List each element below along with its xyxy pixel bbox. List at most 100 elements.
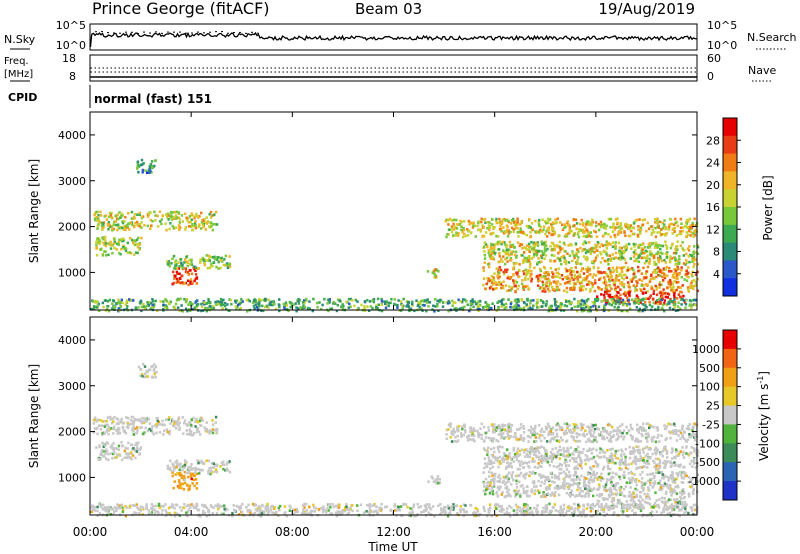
echo-cell: [669, 297, 672, 301]
echo-cell: [540, 445, 543, 448]
echo-cell: [124, 452, 128, 455]
echo-cell: [580, 459, 583, 463]
echo-cell: [565, 304, 569, 308]
echo-cell: [217, 302, 220, 306]
echo-cell: [590, 472, 593, 476]
echo-cell: [147, 169, 150, 173]
echo-cell: [109, 418, 112, 421]
echo-cell: [116, 453, 119, 456]
echo-cell: [488, 253, 491, 257]
echo-cell: [258, 298, 261, 301]
echo-cell: [648, 426, 651, 430]
echo-cell: [581, 288, 585, 292]
date-label: 19/Aug/2019: [598, 0, 695, 18]
nsearch-dot: [227, 32, 229, 34]
echo-cell: [648, 300, 651, 304]
nsearch-dot: [203, 32, 205, 34]
echo-cell: [215, 468, 218, 471]
echo-cell: [565, 464, 568, 467]
echo-cell: [614, 241, 617, 244]
echo-cell: [692, 426, 695, 429]
echo-cell: [354, 298, 357, 302]
echo-cell: [662, 224, 666, 228]
echo-cell: [539, 459, 543, 463]
echo-cell: [166, 430, 169, 434]
echo-cell: [620, 284, 624, 287]
echo-cell: [464, 431, 467, 434]
echo-cell: [246, 310, 249, 313]
echo-cell: [576, 445, 580, 449]
echo-cell: [679, 431, 683, 435]
echo-cell: [693, 279, 696, 282]
echo-cell: [155, 370, 158, 374]
echo-cell: [558, 240, 562, 244]
echo-cell: [631, 427, 634, 431]
echo-cell: [193, 420, 197, 424]
echo-cell: [205, 309, 208, 313]
echo-cell: [109, 415, 112, 419]
echo-cell: [467, 219, 470, 223]
echo-cell: [327, 298, 330, 302]
cpid-value: normal (fast) 151: [94, 92, 212, 106]
echo-cell: [111, 302, 114, 305]
echo-cell: [673, 298, 676, 301]
echo-cell: [455, 218, 458, 222]
echo-cell: [95, 446, 98, 449]
echo-cell: [670, 487, 673, 491]
echo-cell: [637, 466, 640, 470]
echo-cell: [579, 464, 582, 467]
echo-cell: [514, 433, 517, 436]
echo-cell: [593, 427, 597, 431]
echo-cell: [532, 428, 536, 432]
echo-cell: [497, 235, 500, 238]
echo-cell: [582, 303, 585, 306]
echo-cell: [224, 254, 228, 258]
echo-cell: [671, 282, 675, 286]
echo-cell: [503, 307, 506, 310]
echo-cell: [657, 307, 660, 311]
echo-cell: [681, 284, 684, 287]
echo-cell: [642, 277, 646, 280]
echo-cell: [504, 302, 508, 306]
echo-cell: [476, 305, 480, 308]
echo-cell: [524, 276, 527, 279]
echo-cell: [407, 300, 410, 304]
echo-cell: [590, 425, 593, 428]
echo-cell: [519, 436, 523, 439]
echo-cell: [673, 280, 676, 283]
echo-cell: [368, 309, 371, 312]
echo-cell: [644, 249, 647, 253]
echo-cell: [544, 459, 548, 462]
echo-cell: [194, 277, 197, 281]
echo-cell: [580, 474, 583, 478]
echo-cell: [586, 488, 589, 491]
echo-cell: [347, 297, 351, 301]
echo-cell: [496, 459, 499, 463]
echo-cell: [204, 429, 207, 433]
echo-cell: [252, 299, 256, 302]
freq-unit: [MHz]: [4, 69, 33, 80]
echo-cell: [122, 244, 125, 248]
echo-cell: [696, 244, 699, 247]
echo-cell: [542, 459, 545, 462]
echo-cell: [558, 463, 561, 466]
echo-cell: [531, 433, 534, 437]
echo-cell: [487, 429, 491, 432]
echo-cell: [595, 440, 599, 443]
echo-cell: [135, 450, 139, 453]
echo-cell: [565, 491, 569, 495]
echo-cell: [467, 229, 471, 233]
echo-cell: [658, 440, 661, 443]
echo-cell: [665, 232, 668, 235]
echo-cell: [550, 241, 554, 245]
echo-cell: [549, 266, 552, 270]
echo-cell: [654, 284, 657, 288]
echo-cell: [121, 444, 124, 447]
echo-cell: [222, 460, 225, 464]
echo-cell: [262, 309, 265, 313]
echo-cell: [673, 429, 677, 432]
echo-cell: [175, 465, 178, 469]
echo-cell: [548, 425, 551, 428]
echo-cell: [550, 456, 553, 459]
echo-cell: [460, 435, 463, 439]
